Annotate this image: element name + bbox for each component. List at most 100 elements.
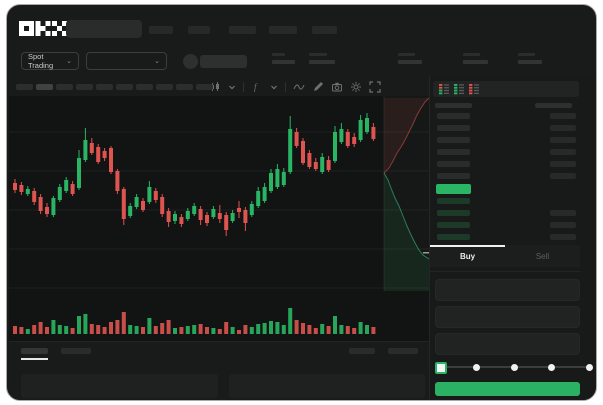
book-both-icon[interactable] <box>438 83 450 95</box>
total-field[interactable] <box>435 333 580 355</box>
orders-filter-placeholder[interactable] <box>349 348 375 354</box>
candlestick-chart[interactable] <box>9 96 431 341</box>
search-input[interactable] <box>66 20 142 38</box>
book-bids-icon[interactable] <box>453 83 465 95</box>
ask-amount-placeholder[interactable] <box>550 149 576 155</box>
settings-icon[interactable] <box>350 81 362 93</box>
ask-amount-placeholder[interactable] <box>550 173 576 179</box>
candle <box>198 209 203 220</box>
volume-bar <box>89 324 94 334</box>
timeframe-button[interactable] <box>196 84 213 90</box>
amount-field[interactable] <box>435 306 580 328</box>
timeframe-button[interactable] <box>56 84 73 90</box>
timeframe-button[interactable] <box>176 84 193 90</box>
candle <box>333 132 337 161</box>
ask-price-placeholder[interactable] <box>437 173 470 179</box>
candle <box>134 197 139 207</box>
candle <box>32 191 37 202</box>
bid-amount-placeholder[interactable] <box>550 222 576 228</box>
okx-logo[interactable] <box>19 21 67 36</box>
timeframe-button[interactable] <box>36 84 53 90</box>
trade-tabs-bg <box>430 245 580 267</box>
pair-name-placeholder[interactable] <box>200 55 247 68</box>
volume-bar <box>57 325 62 334</box>
slider-stop[interactable] <box>548 363 555 371</box>
timeframe-button[interactable] <box>76 84 93 90</box>
bid-amount-placeholder[interactable] <box>550 234 576 240</box>
pair-dropdown[interactable]: ⌄ <box>86 52 167 70</box>
candle <box>256 191 261 206</box>
ask-price-placeholder[interactable] <box>437 149 470 155</box>
volume-bar <box>262 323 267 334</box>
slider-handle[interactable] <box>435 362 447 374</box>
orders-tab[interactable] <box>61 348 91 354</box>
volume-bar <box>141 327 145 334</box>
volume-bar <box>83 314 88 334</box>
volume-bar <box>160 323 165 334</box>
volume-bar <box>307 325 312 334</box>
draw-icon[interactable] <box>312 81 324 93</box>
volume-bar <box>333 316 337 334</box>
chevron-down-icon[interactable] <box>228 83 236 91</box>
volume-bar <box>281 325 286 334</box>
bid-price-placeholder[interactable] <box>437 210 470 216</box>
price-field[interactable] <box>435 279 580 301</box>
ask-price-placeholder[interactable] <box>437 161 470 167</box>
tab-sell[interactable]: Sell <box>535 252 550 261</box>
ask-depth-area <box>384 98 429 173</box>
orders-filter-placeholder[interactable] <box>388 348 418 354</box>
buy-tab-indicator <box>430 245 505 247</box>
market-type-dropdown[interactable]: Spot Trading ⌄ <box>21 52 79 70</box>
candle <box>358 120 363 140</box>
nav-item-placeholder[interactable] <box>269 26 297 34</box>
bid-price-placeholder[interactable] <box>437 234 470 240</box>
ask-amount-placeholder[interactable] <box>550 125 576 131</box>
bid-price-placeholder[interactable] <box>437 198 470 204</box>
slider-stop[interactable] <box>585 363 593 371</box>
bid-price-placeholder[interactable] <box>437 222 470 228</box>
ask-amount-placeholder[interactable] <box>550 161 576 167</box>
divider <box>430 271 580 272</box>
bid-amount-placeholder[interactable] <box>550 210 576 216</box>
timeframe-button[interactable] <box>96 84 113 90</box>
timeframe-button[interactable] <box>116 84 133 90</box>
nav-item-placeholder[interactable] <box>188 26 210 34</box>
chevron-down-icon[interactable] <box>270 83 278 91</box>
candle <box>51 198 56 215</box>
volume-bar <box>77 316 81 334</box>
candle <box>288 129 293 172</box>
timeframe-button[interactable] <box>136 84 153 90</box>
nav-item-placeholder[interactable] <box>312 26 337 34</box>
orders-tab-active[interactable] <box>21 348 48 354</box>
timeframe-button[interactable] <box>16 84 33 90</box>
amount-column-header <box>535 103 572 108</box>
ask-amount-placeholder[interactable] <box>550 113 576 119</box>
last-price-highlight[interactable] <box>436 184 471 194</box>
line-tool-icon[interactable] <box>293 81 305 93</box>
camera-icon[interactable] <box>331 81 343 93</box>
indicators-icon[interactable]: f <box>251 81 263 93</box>
ask-price-placeholder[interactable] <box>437 137 470 143</box>
stat-label-placeholder <box>309 53 327 56</box>
candle <box>102 151 107 158</box>
timeframe-button[interactable] <box>156 84 173 90</box>
candle <box>217 213 222 219</box>
slider-stop[interactable] <box>473 363 480 371</box>
candle <box>70 184 75 194</box>
nav-item-placeholder[interactable] <box>229 26 256 34</box>
slider-stop[interactable] <box>510 363 518 371</box>
ask-price-placeholder[interactable] <box>437 113 470 119</box>
orders-panel <box>21 374 218 398</box>
ask-price-placeholder[interactable] <box>437 125 470 131</box>
candle <box>313 162 318 169</box>
volume-bar <box>371 327 376 334</box>
volume-bar <box>294 320 299 334</box>
ask-amount-placeholder[interactable] <box>550 137 576 143</box>
candle <box>243 210 248 223</box>
nav-item-placeholder[interactable] <box>149 26 173 34</box>
buy-button[interactable] <box>435 382 580 396</box>
tab-buy[interactable]: Buy <box>459 252 476 261</box>
book-asks-icon[interactable] <box>468 83 480 95</box>
volume-bar <box>115 320 120 334</box>
fullscreen-icon[interactable] <box>369 81 381 93</box>
